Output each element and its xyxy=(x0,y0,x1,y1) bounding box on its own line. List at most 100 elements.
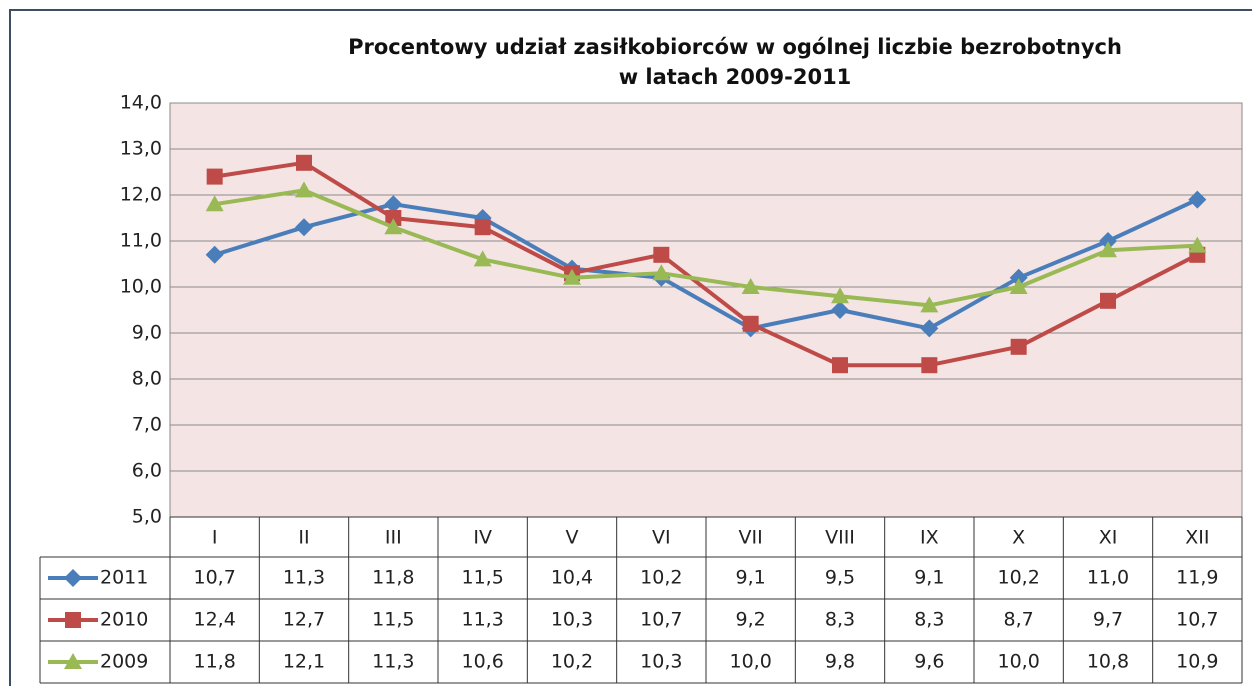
data-point xyxy=(384,218,403,235)
table-cell: 9,8 xyxy=(825,651,855,673)
data-point xyxy=(385,210,402,226)
table-cell: 9,6 xyxy=(914,651,944,673)
table-cell: 10,4 xyxy=(551,567,593,589)
table-cell: 11,8 xyxy=(372,567,414,589)
table-cell: 10,7 xyxy=(1176,609,1218,631)
data-point xyxy=(831,287,849,304)
x-tick-label: IX xyxy=(920,527,939,549)
x-tick-label: III xyxy=(385,527,402,549)
table-cell: 9,1 xyxy=(914,567,944,589)
data-point xyxy=(1009,268,1028,287)
data-point xyxy=(474,219,491,236)
data-point xyxy=(1099,232,1117,250)
table-cell: 11,3 xyxy=(283,567,325,589)
data-point xyxy=(473,250,492,267)
x-tick-label: II xyxy=(298,527,309,549)
table-cell: 10,0 xyxy=(730,651,772,673)
data-point xyxy=(296,154,312,171)
data-point xyxy=(921,357,938,374)
table-cell: 10,7 xyxy=(194,567,236,589)
x-tick-label: XI xyxy=(1099,527,1118,549)
table-cell: 12,4 xyxy=(194,609,236,631)
data-point xyxy=(1099,241,1117,258)
y-tick-label: 9,0 xyxy=(132,322,162,344)
data-point xyxy=(206,168,223,185)
y-tick-label: 12,0 xyxy=(120,184,162,206)
y-tick-label: 8,0 xyxy=(132,368,162,390)
x-tick-label: VI xyxy=(652,527,671,549)
table-cell: 10,0 xyxy=(998,651,1040,673)
data-point xyxy=(741,278,760,294)
series-line xyxy=(214,188,1198,308)
table-cell: 11,5 xyxy=(372,609,414,631)
plot-area xyxy=(169,102,1243,518)
table-cell: 10,3 xyxy=(640,651,682,673)
table-cell: 10,2 xyxy=(640,567,682,589)
legend-label: 2011 xyxy=(100,567,148,589)
data-point xyxy=(920,296,939,313)
table-cell: 10,9 xyxy=(1176,651,1218,673)
table-cell: 10,3 xyxy=(551,609,593,631)
legend-marker xyxy=(64,569,82,587)
data-point xyxy=(295,181,313,198)
table-cell: 12,1 xyxy=(283,651,325,673)
table-cell: 11,0 xyxy=(1087,567,1129,589)
x-tick-label: XII xyxy=(1185,527,1209,549)
table-cell: 11,5 xyxy=(462,567,504,589)
y-tick-label: 6,0 xyxy=(132,460,162,482)
table-cell: 11,8 xyxy=(194,651,236,673)
table-cell: 9,2 xyxy=(736,609,766,631)
x-tick-label: V xyxy=(566,527,579,549)
data-point xyxy=(205,245,224,264)
y-tick-label: 10,0 xyxy=(120,276,162,298)
table-cell: 9,1 xyxy=(736,567,766,589)
table-cell: 10,7 xyxy=(640,609,682,631)
table-cell: 8,7 xyxy=(1004,609,1034,631)
data-point xyxy=(832,357,848,374)
data-point xyxy=(563,268,581,285)
data-point xyxy=(1100,292,1116,309)
table-cell: 9,7 xyxy=(1093,609,1123,631)
legend-label: 2010 xyxy=(100,609,148,631)
data-point xyxy=(920,319,939,338)
data-point xyxy=(653,246,670,263)
table-cell: 10,6 xyxy=(462,651,504,673)
table-cell: 11,3 xyxy=(372,651,414,673)
table-cell: 9,5 xyxy=(825,567,855,589)
table-cell: 10,2 xyxy=(551,651,593,673)
table-cell: 12,7 xyxy=(283,609,325,631)
y-tick-label: 7,0 xyxy=(132,414,162,436)
data-point xyxy=(652,264,671,281)
y-tick-label: 11,0 xyxy=(120,230,162,252)
x-tick-label: X xyxy=(1012,527,1025,549)
legend-label: 2009 xyxy=(100,651,148,673)
table-cell: 11,9 xyxy=(1176,567,1218,589)
y-tick-label: 13,0 xyxy=(120,138,162,160)
data-point xyxy=(295,218,313,237)
y-tick-label: 14,0 xyxy=(120,92,162,114)
table-cell: 10,8 xyxy=(1087,651,1129,673)
x-tick-label: IV xyxy=(473,527,492,549)
data-point xyxy=(205,195,224,212)
y-tick-label: 5,0 xyxy=(132,506,162,528)
data-point xyxy=(1188,190,1207,209)
legend-marker xyxy=(65,612,81,628)
data-point xyxy=(831,301,849,319)
table-cell: 8,3 xyxy=(825,609,855,631)
data-point xyxy=(1010,338,1027,355)
table-cell: 8,3 xyxy=(914,609,944,631)
x-tick-label: VIII xyxy=(825,527,855,549)
x-tick-label: VII xyxy=(739,527,763,549)
data-point xyxy=(384,195,403,214)
chart-title: w latach 2009-2011 xyxy=(619,65,852,89)
data-point xyxy=(742,315,759,332)
x-tick-label: I xyxy=(212,527,218,549)
table-cell: 10,2 xyxy=(998,567,1040,589)
table-cell: 11,3 xyxy=(462,609,504,631)
legend-marker xyxy=(64,653,82,669)
data-point xyxy=(1188,236,1207,253)
data-point xyxy=(1009,278,1028,294)
chart-title: Procentowy udział zasiłkobiorców w ogóln… xyxy=(348,35,1122,59)
series-line xyxy=(214,160,1199,368)
